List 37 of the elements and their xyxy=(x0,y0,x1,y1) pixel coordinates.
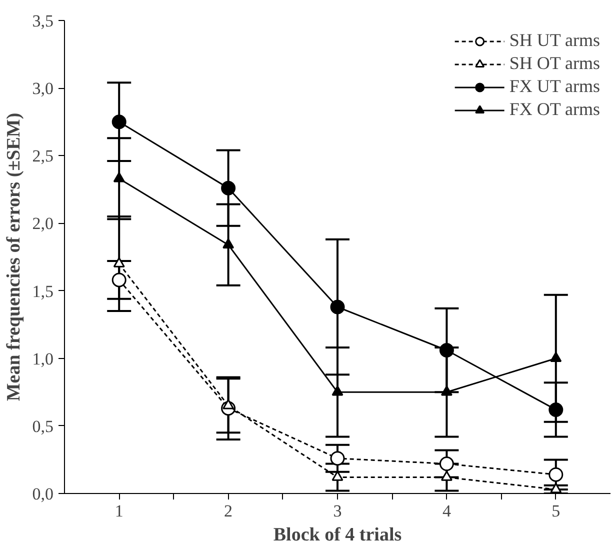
y-axis-title: Mean frequencies of errors (±SEM) xyxy=(3,112,24,402)
point xyxy=(112,272,126,288)
y-tick-label: 3,5 xyxy=(32,12,54,30)
point xyxy=(439,343,454,358)
point xyxy=(113,172,125,182)
y-tick-label: 0,5 xyxy=(32,416,54,436)
point xyxy=(330,451,345,466)
point xyxy=(548,402,564,417)
point xyxy=(440,386,452,396)
y-tick-label: 2,5 xyxy=(32,146,54,166)
point xyxy=(332,386,344,396)
y-tick-label: 1,0 xyxy=(32,349,54,368)
point xyxy=(439,456,454,472)
legend-label: FX OT arms xyxy=(509,99,600,120)
point xyxy=(550,482,562,494)
y-tick-label: 2,0 xyxy=(32,214,54,234)
legend-label: SH OT arms xyxy=(509,53,600,74)
x-tick-label: 2 xyxy=(224,502,233,520)
y-tick-label: 3,0 xyxy=(32,79,54,98)
x-tick-label: 4 xyxy=(442,502,452,520)
y-tick-label: 1,5 xyxy=(32,282,54,301)
point xyxy=(112,114,126,130)
point xyxy=(548,467,564,482)
x-tick-label: 1 xyxy=(114,502,124,520)
point xyxy=(113,257,125,268)
legend-label: FX UT arms xyxy=(509,76,600,97)
x-tick-label: 5 xyxy=(552,502,560,520)
y-tick-label: 0,0 xyxy=(32,484,54,504)
point xyxy=(440,470,452,481)
point xyxy=(222,238,234,248)
point xyxy=(222,399,234,410)
x-tick-label: 3 xyxy=(333,502,342,520)
point xyxy=(221,180,236,196)
legend-label: SH UT arms xyxy=(509,30,600,51)
x-axis-title: Block of 4 trials xyxy=(273,524,402,546)
point xyxy=(550,352,562,362)
point xyxy=(330,300,345,314)
